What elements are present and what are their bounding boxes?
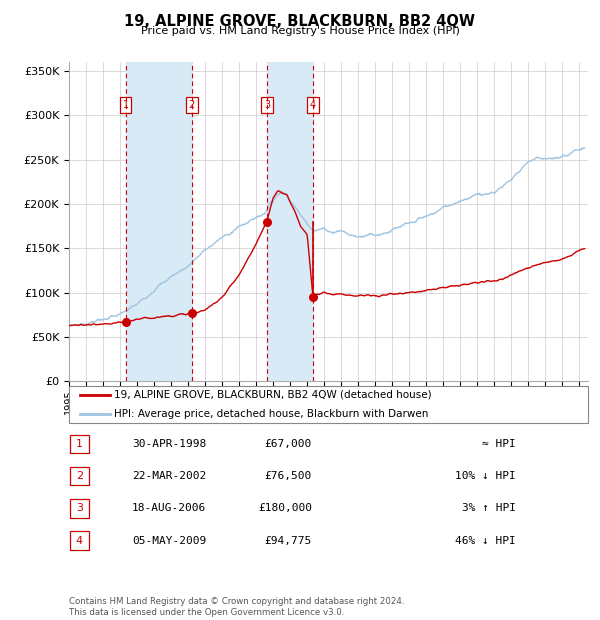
Text: 05-MAY-2009: 05-MAY-2009 xyxy=(132,536,206,546)
Text: 3: 3 xyxy=(76,503,83,513)
Text: 1: 1 xyxy=(76,439,83,449)
Text: 22-MAR-2002: 22-MAR-2002 xyxy=(132,471,206,481)
Text: 4: 4 xyxy=(310,100,316,110)
Text: Price paid vs. HM Land Registry's House Price Index (HPI): Price paid vs. HM Land Registry's House … xyxy=(140,26,460,36)
Text: 1: 1 xyxy=(122,100,129,110)
Text: £180,000: £180,000 xyxy=(258,503,312,513)
Text: 19, ALPINE GROVE, BLACKBURN, BB2 4QW: 19, ALPINE GROVE, BLACKBURN, BB2 4QW xyxy=(125,14,476,29)
Text: ≈ HPI: ≈ HPI xyxy=(482,439,516,449)
Text: 4: 4 xyxy=(76,536,83,546)
Text: 2: 2 xyxy=(76,471,83,481)
Text: £94,775: £94,775 xyxy=(265,536,312,546)
Text: 46% ↓ HPI: 46% ↓ HPI xyxy=(455,536,516,546)
Text: 2: 2 xyxy=(189,100,195,110)
Text: 19, ALPINE GROVE, BLACKBURN, BB2 4QW (detached house): 19, ALPINE GROVE, BLACKBURN, BB2 4QW (de… xyxy=(114,390,431,400)
Text: Contains HM Land Registry data © Crown copyright and database right 2024.
This d: Contains HM Land Registry data © Crown c… xyxy=(69,598,404,617)
Text: £76,500: £76,500 xyxy=(265,471,312,481)
Text: HPI: Average price, detached house, Blackburn with Darwen: HPI: Average price, detached house, Blac… xyxy=(114,409,428,419)
Bar xyxy=(125,62,192,381)
Text: 10% ↓ HPI: 10% ↓ HPI xyxy=(455,471,516,481)
Text: 30-APR-1998: 30-APR-1998 xyxy=(132,439,206,449)
Text: 3: 3 xyxy=(264,100,270,110)
Text: 3% ↑ HPI: 3% ↑ HPI xyxy=(462,503,516,513)
Text: £67,000: £67,000 xyxy=(265,439,312,449)
Text: 18-AUG-2006: 18-AUG-2006 xyxy=(132,503,206,513)
Bar xyxy=(267,62,313,381)
